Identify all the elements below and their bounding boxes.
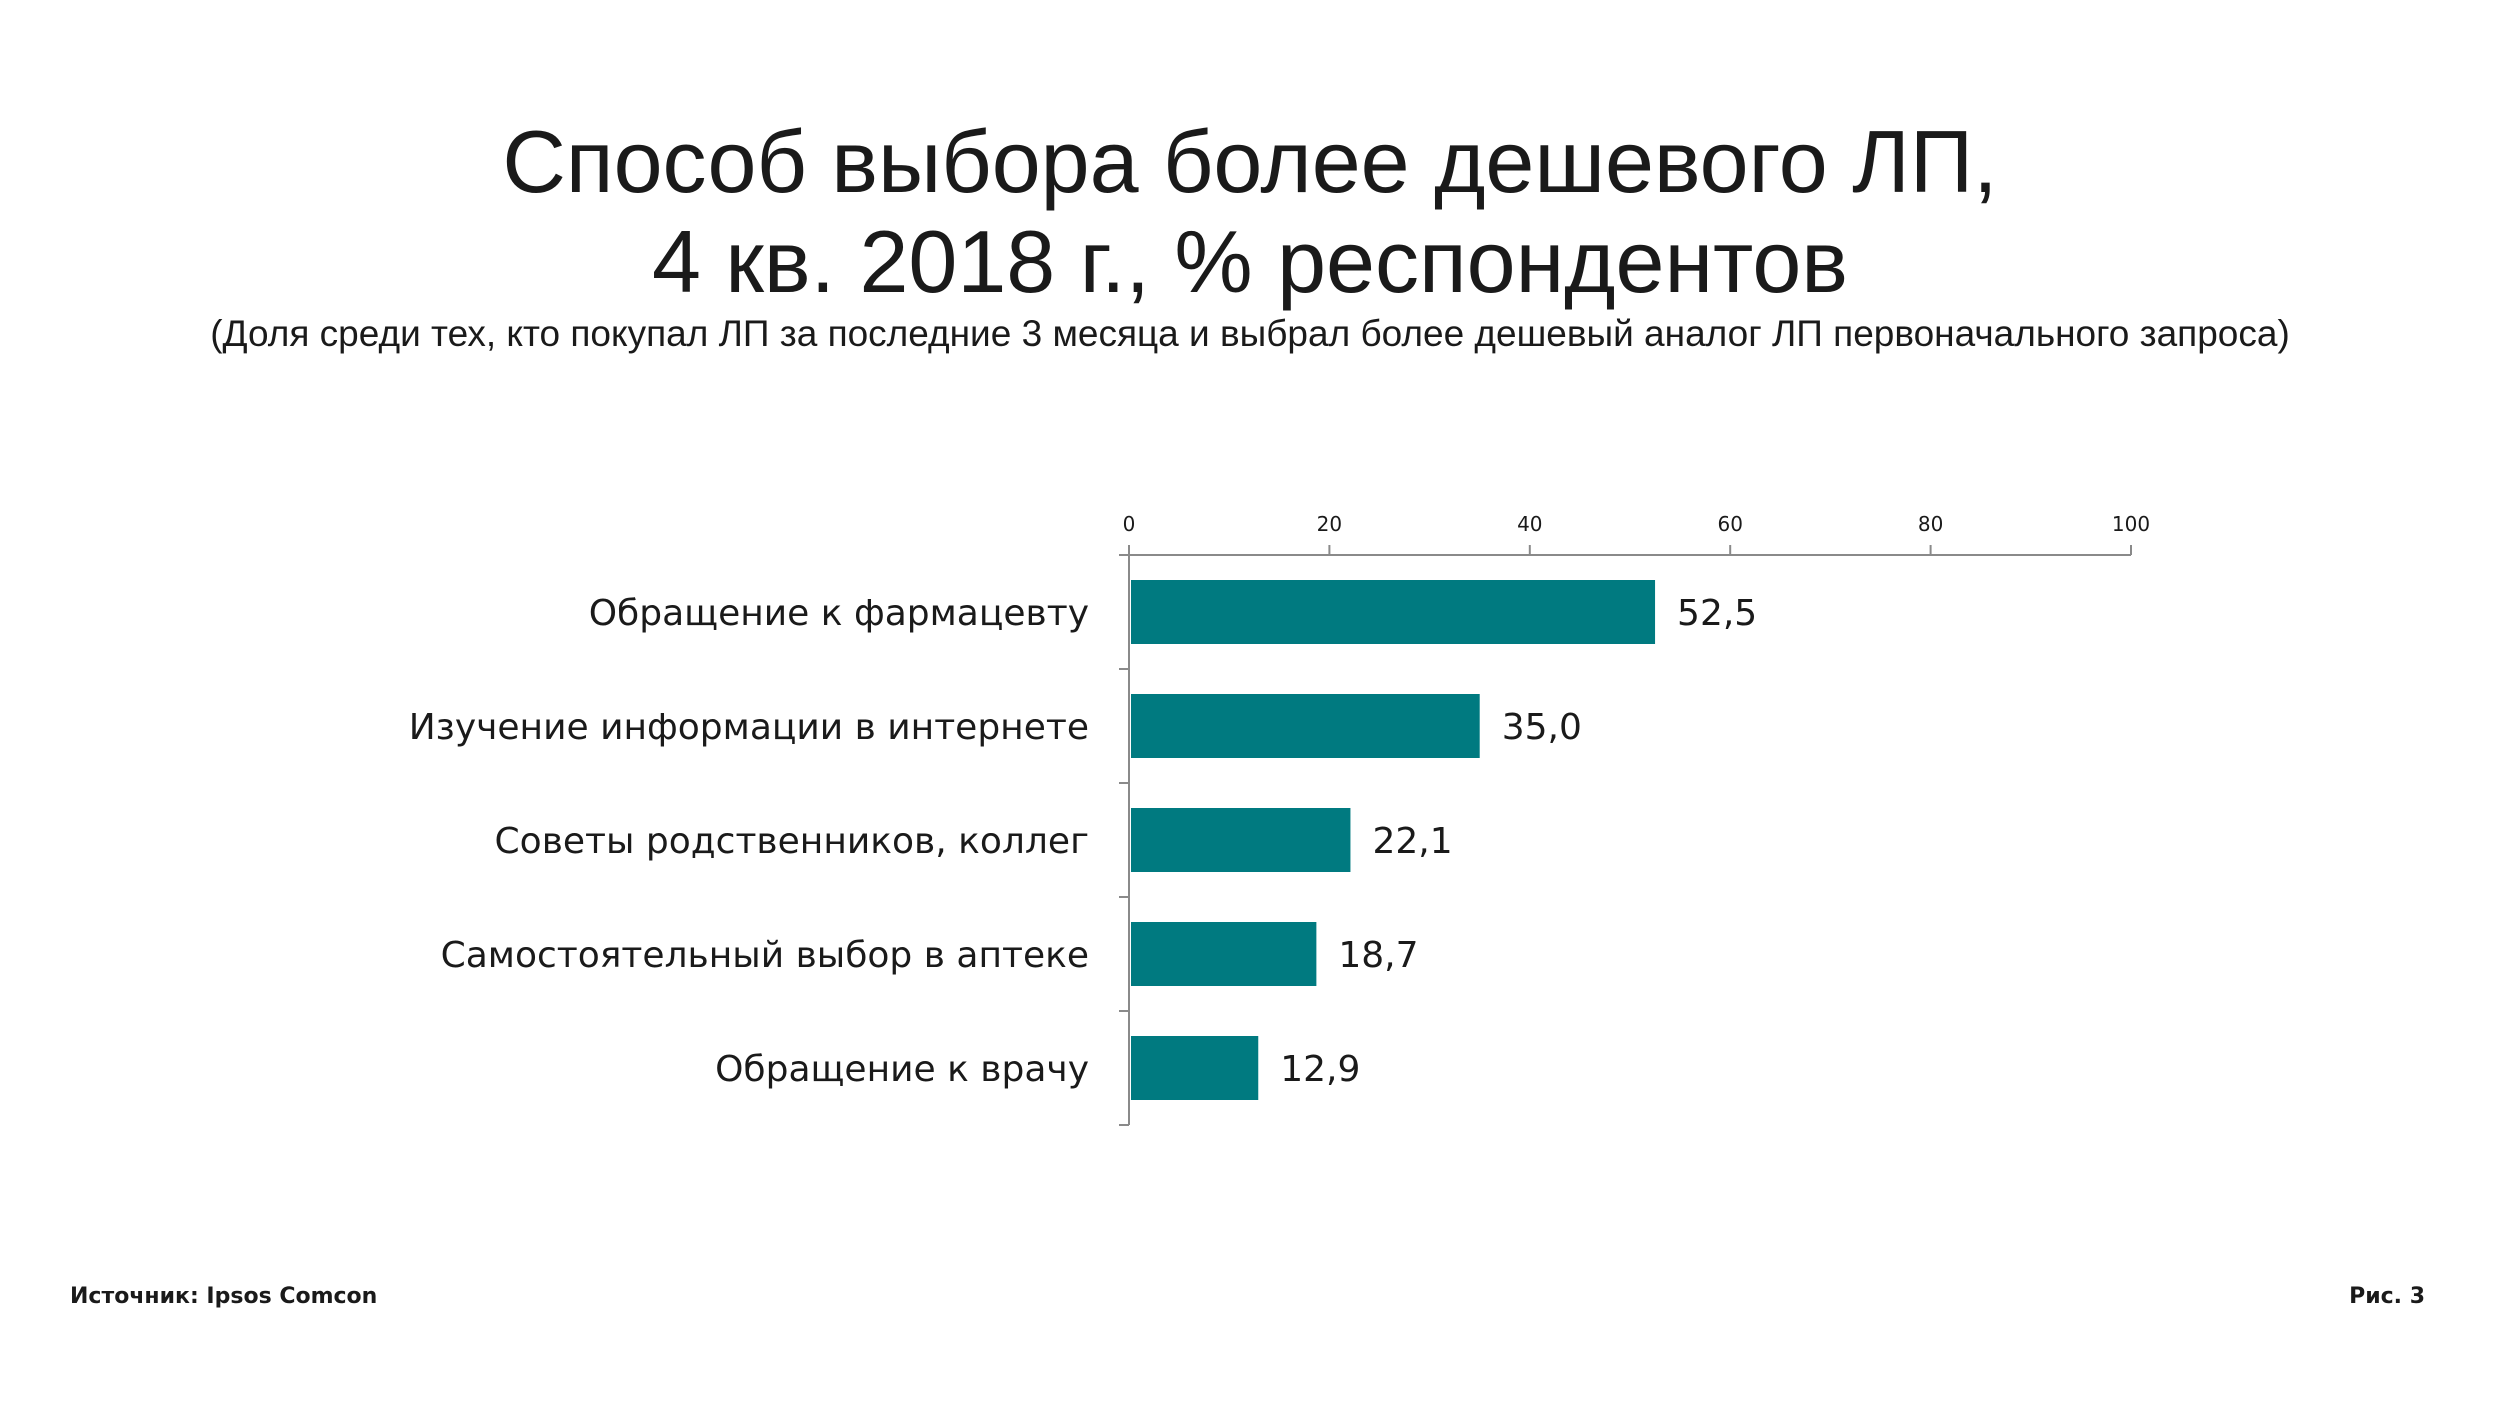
chart-subtitle: (Доля среди тех, кто покупал ЛП за после…	[210, 313, 2290, 354]
category-label: Самостоятельный выбор в аптеке	[441, 935, 1089, 976]
x-tick-label: 40	[1517, 512, 1542, 536]
bar	[1131, 1036, 1259, 1100]
source-note: Источник: Ipsos Comcon	[70, 1284, 378, 1309]
bars	[1131, 580, 1656, 1100]
figure-number: Рис. 3	[2349, 1284, 2425, 1309]
bar	[1131, 694, 1480, 758]
chart-title-line-2: 4 кв. 2018 г., % респондентов	[651, 212, 1849, 311]
x-tick-label: 100	[2112, 512, 2150, 536]
y-axis	[1119, 554, 1130, 1126]
value-label: 52,5	[1677, 593, 1757, 634]
x-tick-label: 60	[1717, 512, 1742, 536]
x-tick-label: 20	[1317, 512, 1342, 536]
x-tick-label: 0	[1123, 512, 1136, 536]
x-axis: 0 20 40 60 80 100	[1123, 512, 2150, 556]
category-label: Изучение информации в интернете	[409, 707, 1089, 748]
bar	[1131, 808, 1351, 872]
chart-title-line-1: Способ выбора более дешевого ЛП,	[502, 112, 1998, 211]
bar	[1131, 580, 1656, 644]
category-labels: Обращение к фармацевту Изучение информаци…	[409, 593, 1089, 1090]
value-labels: 52,5 35,0 22,1 18,7 12,9	[1280, 593, 1757, 1090]
bar	[1131, 922, 1317, 986]
value-label: 18,7	[1338, 935, 1418, 976]
value-label: 22,1	[1372, 821, 1452, 862]
x-tick-label: 80	[1918, 512, 1943, 536]
category-label: Обращение к фармацевту	[589, 593, 1089, 634]
category-label: Советы родственников, коллег	[495, 821, 1089, 862]
value-label: 12,9	[1280, 1049, 1360, 1090]
value-label: 35,0	[1502, 707, 1582, 748]
category-label: Обращение к врачу	[715, 1049, 1089, 1090]
